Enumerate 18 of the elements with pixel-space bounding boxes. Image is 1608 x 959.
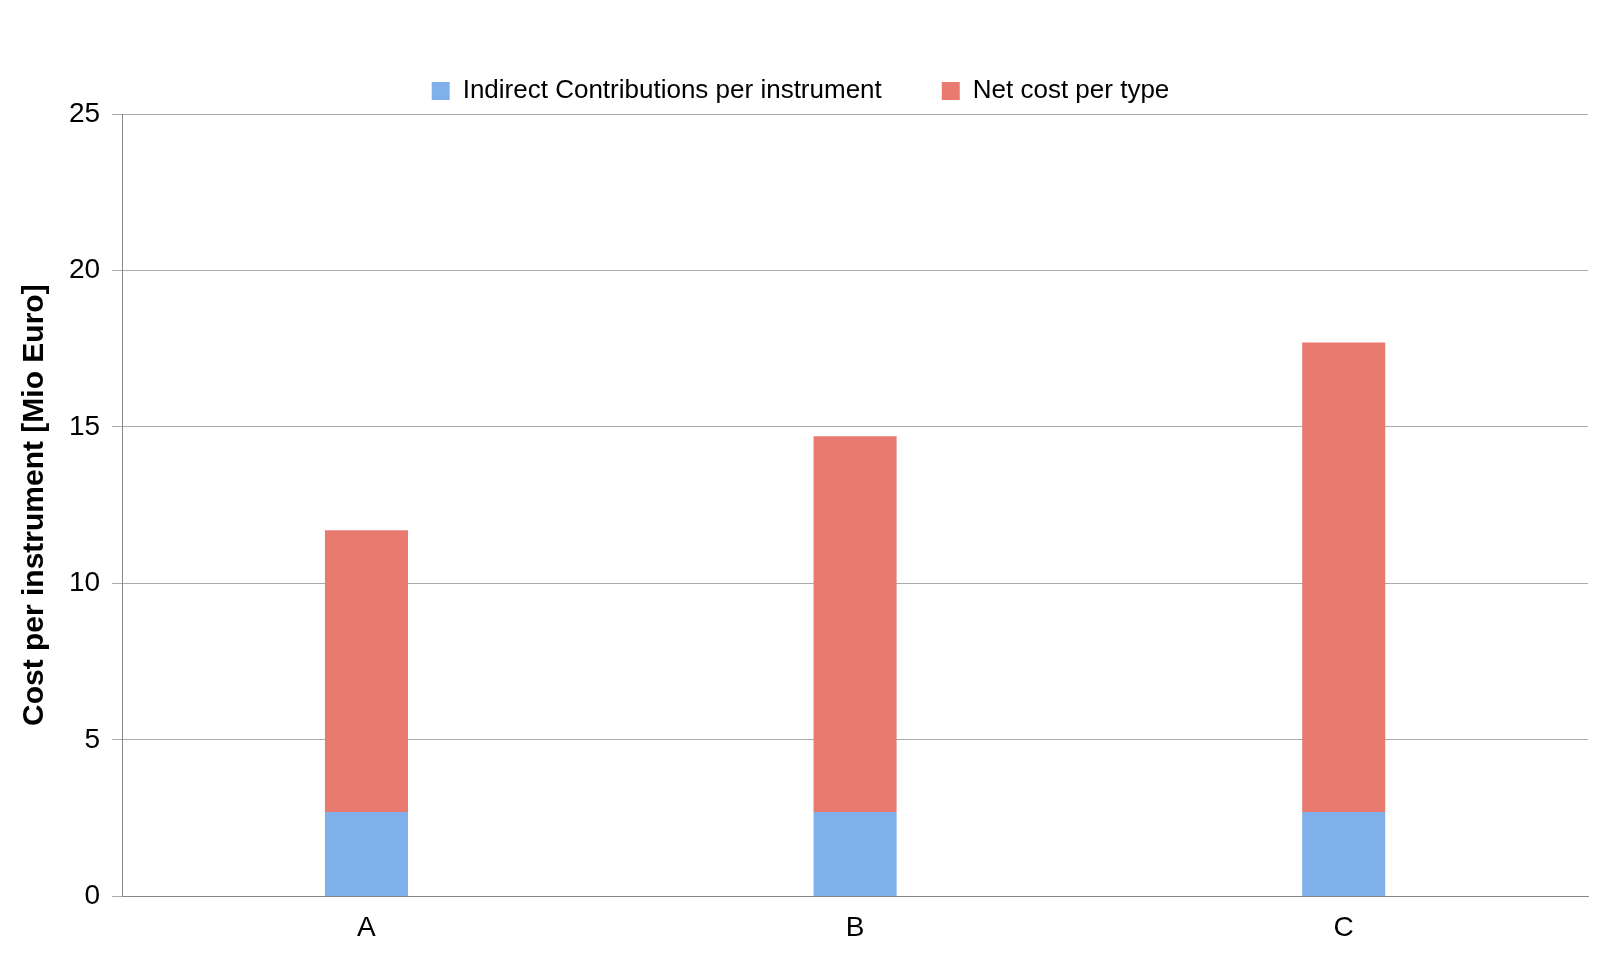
- x-tick-label: A: [357, 910, 377, 942]
- bar: [1302, 342, 1386, 812]
- y-tick-label: 25: [68, 96, 101, 128]
- legend-label: Net cost per type: [972, 74, 1170, 105]
- legend-label: Indirect Contributions per instrument: [462, 74, 883, 105]
- x-tick-label: C: [1333, 910, 1354, 942]
- bar: [1302, 811, 1386, 896]
- y-tick-label: 15: [68, 409, 101, 441]
- bar: [813, 811, 897, 896]
- bar: [813, 436, 897, 812]
- y-axis-title: Cost per instrument [Mio Euro]: [16, 284, 50, 727]
- bar: [324, 530, 408, 812]
- y-tick-label: 5: [84, 722, 101, 754]
- y-tick-label: 20: [68, 253, 101, 285]
- y-tick-label: 10: [68, 566, 101, 598]
- y-tick-label: 0: [84, 879, 101, 911]
- bar: [324, 811, 408, 896]
- x-tick-label: B: [845, 910, 865, 942]
